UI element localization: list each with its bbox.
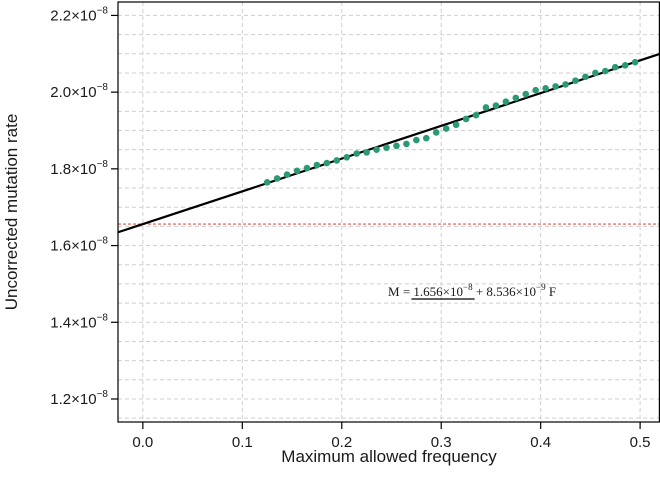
regression-equation: M = 1.656×10−8 + 8.536×10−9 F <box>388 282 556 300</box>
data-point <box>273 175 281 182</box>
y-tick-label: 1.2×10−8 <box>50 389 108 408</box>
y-tick-label: 1.6×10−8 <box>50 236 108 255</box>
data-point <box>383 144 390 152</box>
x-tick-label: 0.0 <box>132 434 153 451</box>
plot-frame <box>117 1 660 423</box>
data-point <box>293 167 301 175</box>
data-point <box>263 178 271 186</box>
data-point <box>452 121 460 129</box>
y-axis-ticks: 1.2×10−8 1.4×10−8 1.6×10−8 1.8×10−8 2.0×10−8… <box>50 5 118 408</box>
data-point <box>592 69 599 77</box>
data-point <box>403 140 410 148</box>
data-point <box>542 85 549 92</box>
data-point <box>313 161 321 169</box>
data-point <box>552 83 559 90</box>
equation-slope: + 8.536×10 <box>473 284 536 299</box>
data-point <box>472 111 480 119</box>
data-point <box>373 146 380 153</box>
data-point <box>492 102 500 109</box>
data-point <box>333 157 341 164</box>
grid-lines <box>118 2 660 422</box>
data-point <box>323 159 331 167</box>
data-point <box>611 63 619 71</box>
data-point <box>303 164 311 172</box>
data-point <box>631 58 639 66</box>
data-point <box>343 154 351 161</box>
y-axis-title: Uncorrected mutation rate <box>2 114 21 311</box>
data-point <box>363 149 370 156</box>
data-point <box>562 81 569 88</box>
equation-equals: = <box>400 284 414 299</box>
equation-intercept-exponent: −8 <box>463 282 473 292</box>
equation-intercept: 1.656×10 <box>413 284 463 299</box>
x-axis-ticks: 0.0 0.1 0.2 0.3 0.4 0.5 <box>132 422 651 451</box>
data-point <box>462 115 470 123</box>
data-point <box>442 125 450 132</box>
data-point <box>432 129 440 136</box>
data-point <box>621 61 629 69</box>
data-point <box>522 90 530 98</box>
y-tick-label: 2.0×10−8 <box>50 82 108 101</box>
y-tick-label: 1.8×10−8 <box>50 159 108 178</box>
data-point <box>502 98 510 106</box>
y-tick-label: 2.2×10−8 <box>50 5 108 24</box>
data-point <box>393 142 400 150</box>
data-point <box>413 136 420 144</box>
equation-suffix: F <box>546 284 556 299</box>
x-axis-title: Maximum allowed frequency <box>281 447 497 466</box>
equation-text: M = 1.656×10−8 + 8.536×10−9 F <box>388 282 556 299</box>
x-tick-label: 0.5 <box>630 434 651 451</box>
data-point <box>482 104 490 111</box>
y-tick-label: 1.4×10−8 <box>50 312 108 331</box>
x-tick-label: 0.4 <box>530 434 551 451</box>
data-point <box>283 171 291 178</box>
x-tick-label: 0.3 <box>431 434 452 451</box>
data-point <box>353 150 360 157</box>
data-point <box>602 67 609 75</box>
data-point <box>532 86 539 94</box>
x-tick-label: 0.2 <box>331 434 352 451</box>
equation-slope-exponent: −9 <box>536 282 546 292</box>
data-point <box>512 94 520 102</box>
data-point <box>582 73 589 81</box>
data-points <box>263 58 639 186</box>
regression-line <box>117 52 660 234</box>
equation-lhs: M <box>388 284 400 299</box>
x-tick-label: 0.1 <box>232 434 253 451</box>
data-point <box>422 134 430 142</box>
data-point <box>572 77 579 84</box>
